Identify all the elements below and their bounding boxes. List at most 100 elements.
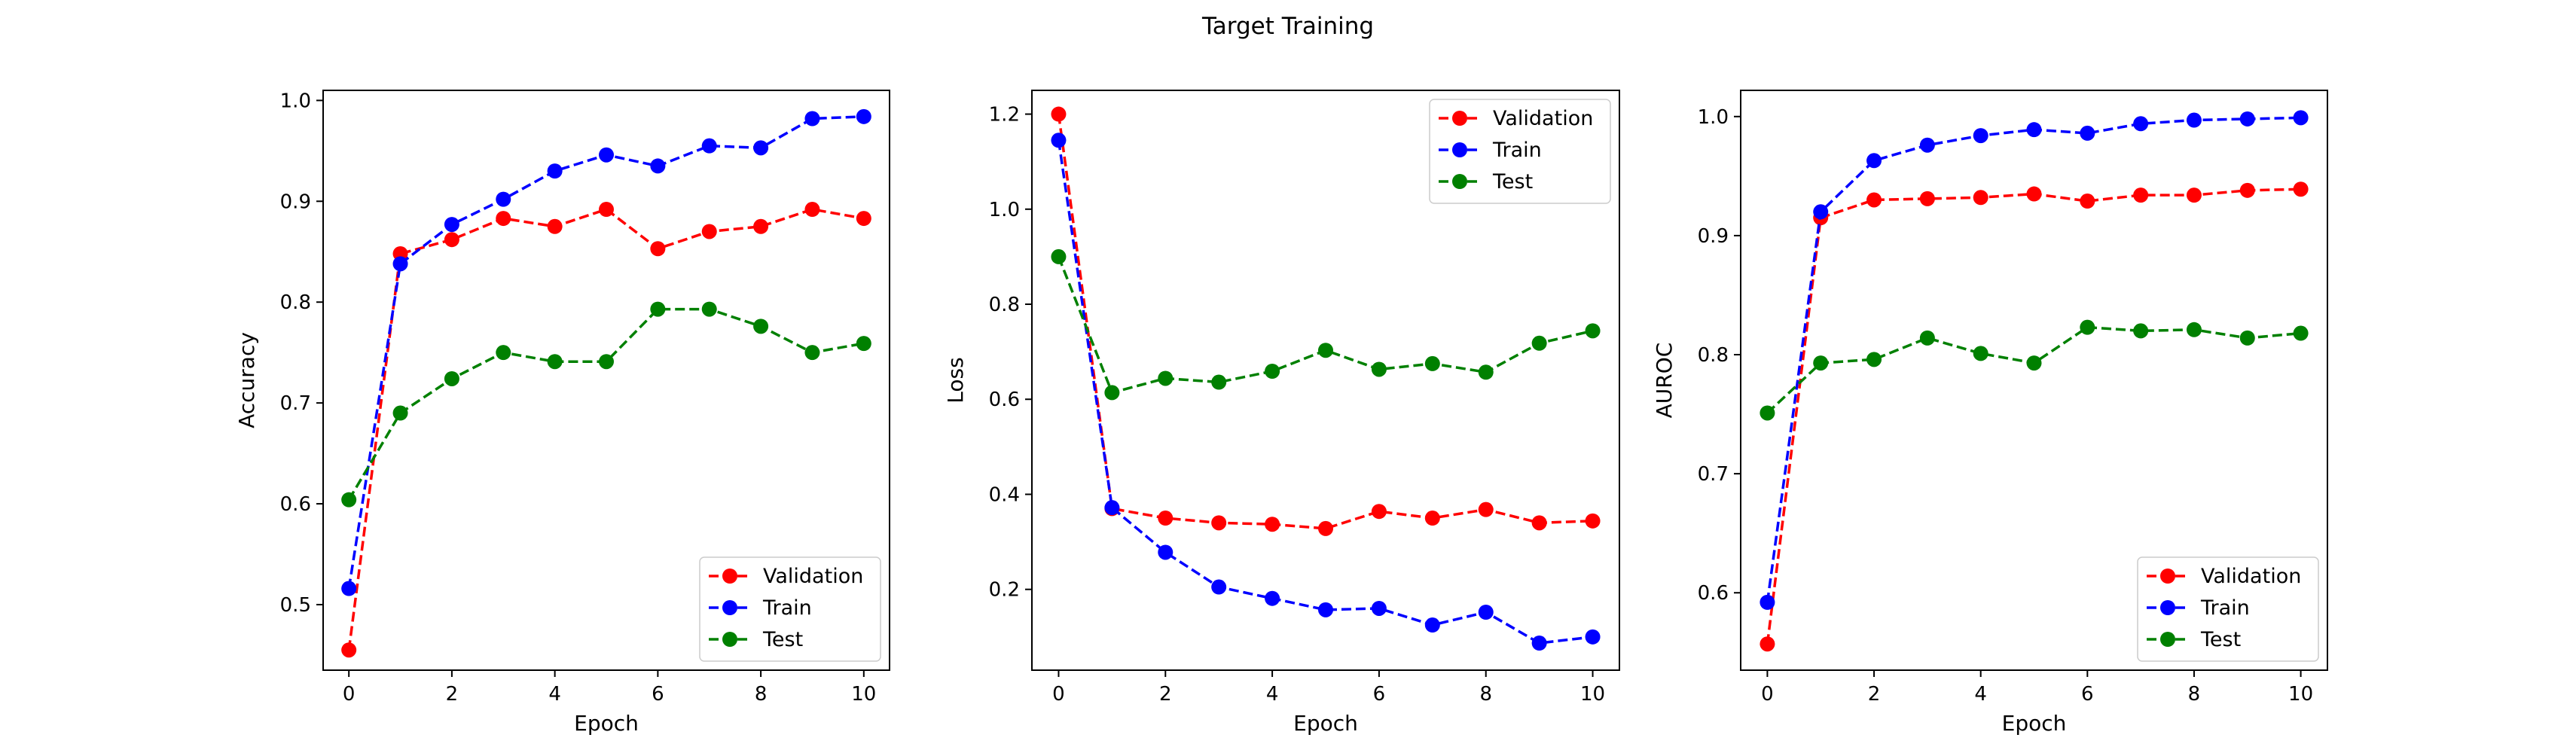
auroc-test-point <box>1760 405 1775 421</box>
accuracy-validation-point <box>856 211 871 227</box>
loss-train-point <box>1318 602 1333 617</box>
loss-train-line <box>1057 140 1593 645</box>
loss-y-tick-label: 0.6 <box>989 389 1020 411</box>
auroc-y-tick-label: 0.6 <box>1698 582 1729 605</box>
accuracy-validation-point <box>650 241 666 257</box>
accuracy-x-tick-label: 2 <box>446 683 459 706</box>
loss-validation-point <box>1585 513 1601 529</box>
loss-y-tick-label: 1.0 <box>989 199 1020 221</box>
accuracy-x-axis-label: Epoch <box>574 711 639 736</box>
auroc-legend: Validation Train Test <box>2137 556 2319 662</box>
loss-x-tick-label: 10 <box>1580 683 1605 706</box>
loss-test-point <box>1104 385 1120 401</box>
accuracy-y-tick-label: 0.6 <box>280 493 311 516</box>
auroc-y-tick-label: 0.9 <box>1698 225 1729 248</box>
auroc-train-point <box>1760 594 1775 610</box>
accuracy-legend-validation-marker <box>722 569 737 584</box>
accuracy-validation-point <box>496 211 511 227</box>
auroc-x-tick-label: 6 <box>2081 683 2094 706</box>
loss-x-tick-label: 2 <box>1159 683 1172 706</box>
loss-validation-point <box>1371 504 1387 520</box>
accuracy-train-point <box>547 163 563 179</box>
loss-train-point <box>1424 617 1440 633</box>
auroc-y-axis-label: AUROC <box>1652 343 1677 419</box>
loss-legend-box <box>1429 99 1611 204</box>
accuracy-train-point <box>753 140 769 156</box>
loss-x-tick-label: 4 <box>1266 683 1279 706</box>
loss-test-line <box>1057 256 1593 395</box>
accuracy-legend-train-marker <box>722 600 737 615</box>
accuracy-validation-point <box>444 232 459 248</box>
accuracy-validation-line <box>347 208 865 651</box>
auroc-validation-point <box>2293 181 2309 197</box>
auroc-train-point <box>2026 122 2042 138</box>
auroc-train-point <box>2293 110 2309 126</box>
accuracy-test-point <box>753 319 769 334</box>
accuracy-test-point <box>650 301 666 317</box>
accuracy-train-line <box>347 115 864 589</box>
loss-train-point <box>1211 579 1227 595</box>
accuracy-test-point <box>444 370 459 386</box>
accuracy-test-point <box>547 354 563 370</box>
auroc-validation-point <box>1760 636 1775 652</box>
loss-test-point <box>1478 364 1494 380</box>
auroc-train-point <box>1866 153 1882 169</box>
accuracy-test-point <box>341 492 357 508</box>
accuracy-legend: Validation Train Test <box>699 556 881 662</box>
accuracy-y-axis-label: Accuracy <box>234 332 259 428</box>
loss-y-tick-label: 0.2 <box>989 579 1020 602</box>
auroc-legend-train-marker <box>2160 600 2175 615</box>
accuracy-legend-train-label: Train <box>762 596 812 620</box>
auroc-x-tick-label: 10 <box>2288 683 2313 706</box>
accuracy-train-point <box>804 111 820 127</box>
accuracy-train-point <box>444 217 459 233</box>
auroc-y-tick-label: 0.7 <box>1698 463 1729 486</box>
auroc-test-point <box>1866 352 1882 367</box>
auroc-legend-validation-marker <box>2160 569 2175 584</box>
accuracy-validation-point <box>701 224 717 239</box>
loss-legend-test-label: Test <box>1492 170 1533 194</box>
loss-test-point <box>1265 364 1280 380</box>
auroc-validation-point <box>2026 186 2042 202</box>
accuracy-test-line <box>347 307 865 501</box>
loss-train-point <box>1478 605 1494 620</box>
auroc-train-point <box>1973 128 1988 144</box>
accuracy-y-tick-label: 1.0 <box>280 90 311 112</box>
loss-validation-line <box>1057 114 1593 530</box>
accuracy-train-point <box>650 158 666 174</box>
loss-test-point <box>1371 361 1387 377</box>
auroc-train-point <box>2133 116 2149 132</box>
accuracy-y-tick-label: 0.7 <box>280 392 311 415</box>
accuracy-train-point <box>496 191 511 207</box>
accuracy-validation-point <box>753 218 769 234</box>
auroc-validation-point <box>2239 182 2255 198</box>
auroc-train-point <box>2186 112 2202 128</box>
loss-x-tick-label: 6 <box>1373 683 1386 706</box>
accuracy-legend-test-label: Test <box>762 628 803 651</box>
loss-test-point <box>1158 370 1174 386</box>
auroc-legend-train-label: Train <box>2200 596 2250 620</box>
loss-train-point <box>1158 544 1174 560</box>
loss-y-tick-label: 1.2 <box>989 104 1020 127</box>
figure-title: Target Training <box>1201 13 1374 40</box>
auroc-test-point <box>2293 325 2309 341</box>
accuracy-validation-point <box>599 202 614 218</box>
auroc-test-point <box>1973 346 1988 361</box>
accuracy-legend-validation-label: Validation <box>763 565 863 588</box>
accuracy-train-point <box>599 147 614 163</box>
auroc-validation-point <box>1919 191 1935 206</box>
auroc-plot-frame <box>1740 90 2328 671</box>
auroc-x-tick-label: 0 <box>1761 683 1774 706</box>
accuracy-x-tick-label: 10 <box>851 683 876 706</box>
chart-accuracy: 0 2 4 6 8 10 0.5 0.6 0.7 0.8 0.9 1.0 Epoch Accuracy Va… <box>234 90 890 736</box>
accuracy-legend-test-marker <box>722 632 737 647</box>
loss-test-point <box>1211 374 1227 390</box>
accuracy-train-point <box>341 581 357 596</box>
auroc-x-tick-label: 2 <box>1868 683 1881 706</box>
auroc-test-point <box>2239 330 2255 346</box>
accuracy-y-tick-label: 0.5 <box>280 594 311 617</box>
auroc-test-point <box>2080 319 2095 335</box>
auroc-validation-point <box>2080 194 2095 209</box>
loss-train-point <box>1531 636 1547 651</box>
